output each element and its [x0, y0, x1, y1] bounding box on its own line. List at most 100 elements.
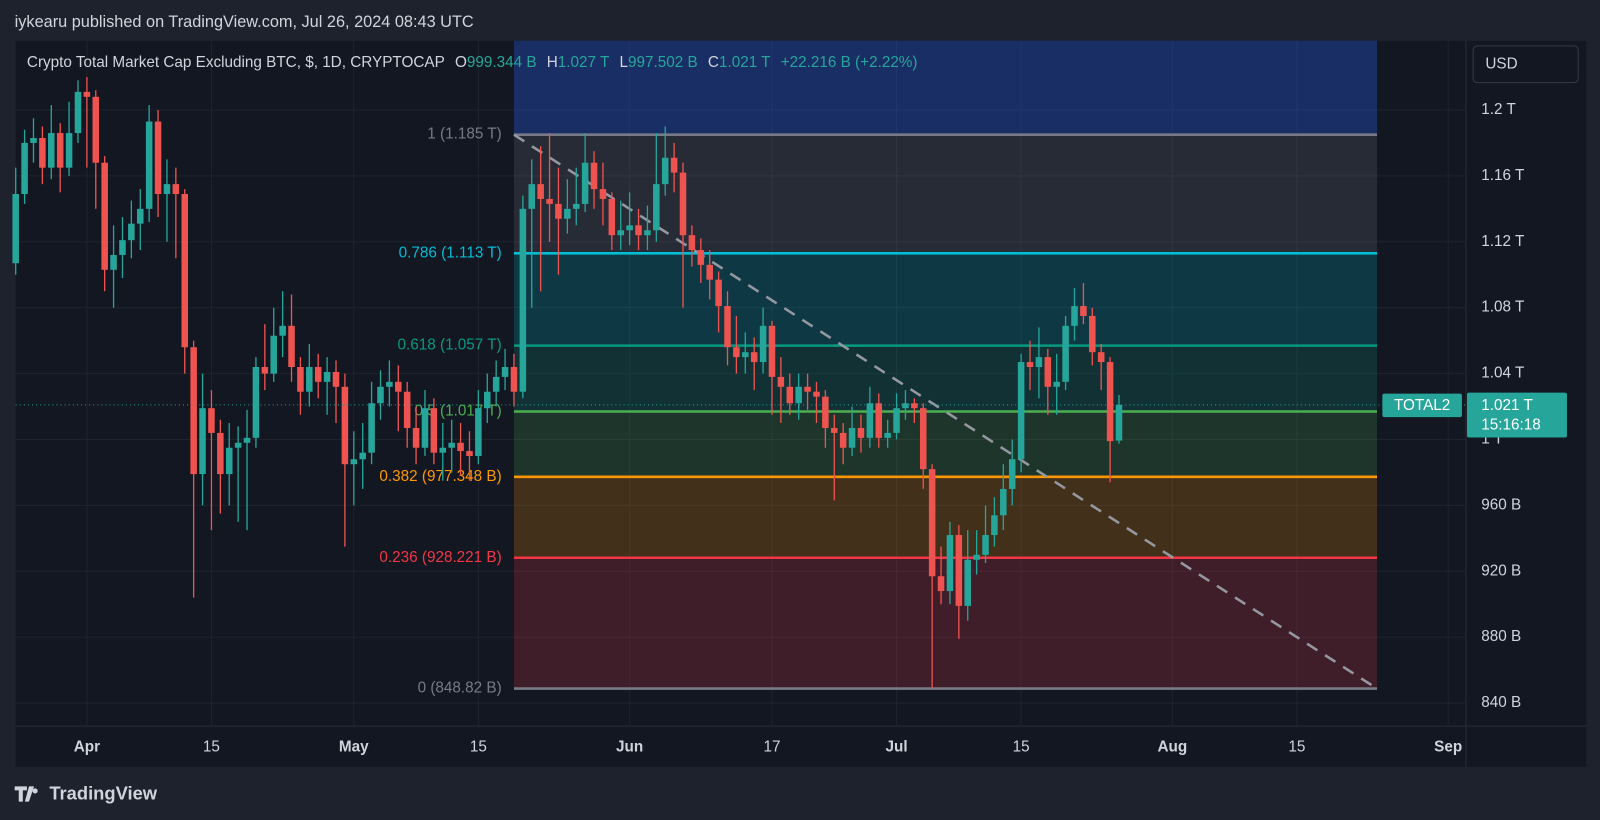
candle-body [1044, 357, 1052, 387]
candle-body [128, 223, 135, 241]
y-tick-label: 920 B [1481, 562, 1521, 579]
candle-body [279, 325, 286, 336]
candle-body [403, 391, 411, 428]
candle-body [439, 447, 447, 453]
candle-body [145, 121, 153, 209]
candle-body [154, 121, 162, 195]
candle-body [875, 403, 883, 438]
candle-body [341, 386, 349, 465]
candle-body [65, 133, 73, 168]
fib-level-label: 1 (1.185 T) [427, 126, 501, 143]
candle-body [848, 427, 856, 448]
candle-body [448, 442, 455, 448]
candle-body [768, 325, 776, 377]
candle-body [297, 367, 304, 392]
candle-body [208, 408, 215, 433]
candle-body [919, 408, 927, 470]
candle-body [902, 403, 909, 409]
candle-body [136, 208, 144, 224]
candle-body [1026, 362, 1034, 368]
fib-zone [513, 557, 1378, 689]
fib-level-label: 0 (848.82 B) [418, 680, 502, 697]
candle-body [510, 367, 518, 392]
candle-body [172, 184, 180, 195]
candle-body [225, 447, 233, 475]
candle-body [537, 184, 544, 199]
candle-body [564, 208, 571, 219]
candle-body [706, 264, 713, 280]
l-label: L [620, 54, 629, 71]
x-tick-label: 15 [203, 739, 220, 756]
candle-body [804, 386, 811, 392]
candle-body [270, 335, 277, 374]
candle-body [1080, 306, 1087, 316]
fib-level-label: 0.786 (1.113 T) [399, 244, 502, 261]
candle-body [1008, 459, 1016, 489]
candle-body [163, 184, 171, 195]
candle-body [733, 347, 740, 358]
x-tick-label: Jul [886, 739, 908, 756]
candle-body [386, 381, 393, 387]
candle-body [759, 325, 767, 363]
candle-body [92, 96, 100, 163]
h-label: H [547, 54, 558, 71]
x-tick-label: Apr [74, 739, 100, 756]
currency-button[interactable] [1472, 45, 1579, 84]
candle-body [234, 442, 242, 448]
series-tag-box [1382, 393, 1462, 418]
candle-body [1071, 306, 1078, 326]
candle-body [884, 432, 891, 438]
fib-zone [513, 476, 1378, 558]
x-tick-label: Sep [1434, 739, 1462, 756]
o-label: O [455, 54, 467, 71]
candle-body [831, 427, 838, 433]
candle-body [1097, 352, 1105, 363]
candle-body [590, 162, 598, 190]
candle-body [181, 194, 189, 348]
series-tag: TOTAL2 [1394, 397, 1450, 414]
grid [15, 40, 1466, 727]
y-tick-label: 880 B [1481, 628, 1521, 645]
candle-body [750, 352, 758, 363]
o-value: 999.344 B [467, 54, 537, 71]
candle-body [243, 437, 251, 443]
currency-label[interactable]: USD [1485, 55, 1517, 72]
candle-body [795, 386, 802, 404]
x-tick-label: 15 [470, 739, 487, 756]
candle-body [635, 225, 642, 236]
candle-body [421, 408, 429, 448]
symbol: Crypto Total Market Cap Excluding BTC, $… [27, 54, 445, 71]
candle-body [30, 138, 37, 143]
y-tick-label: 1.08 T [1481, 299, 1524, 316]
candle-body [1089, 315, 1096, 353]
logo-mark [14, 786, 38, 802]
candle-body [74, 91, 82, 134]
candles [12, 77, 1466, 689]
candle-body [21, 142, 28, 195]
candle-body [893, 408, 900, 433]
candle-body [56, 133, 64, 168]
candle-body [252, 367, 260, 438]
candle-body [306, 367, 313, 392]
fib-zone [513, 134, 1378, 254]
candle-body [581, 162, 589, 204]
candle-body [857, 427, 865, 438]
candle-body [813, 391, 820, 397]
h-value: 1.027 T [558, 54, 610, 71]
price-label: 1.021 T [1481, 397, 1533, 414]
published-note: iykearu published on TradingView.com, Ju… [15, 13, 474, 31]
candle-body [679, 172, 687, 236]
candle-body [332, 371, 340, 387]
candle-body [911, 403, 918, 409]
candle-body [466, 451, 473, 456]
candle-body [1106, 362, 1114, 442]
candle-body [626, 225, 633, 231]
candle-body [119, 240, 126, 255]
candle-body [359, 452, 366, 460]
candle-body [653, 184, 660, 231]
x-tick-label: 17 [763, 739, 780, 756]
candle-body [519, 208, 527, 392]
